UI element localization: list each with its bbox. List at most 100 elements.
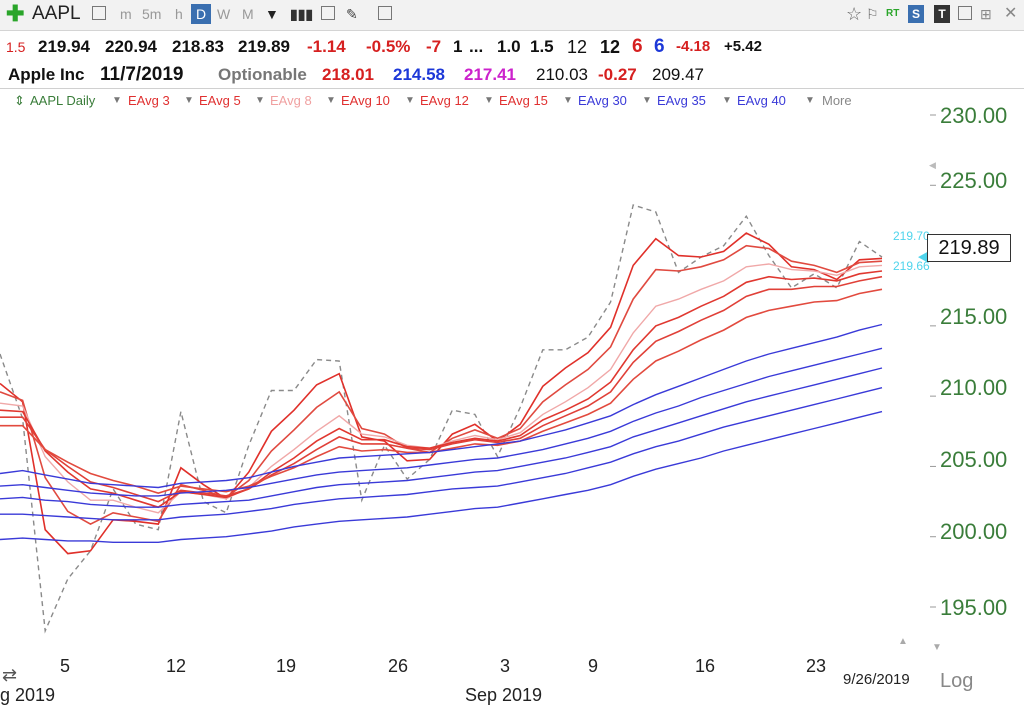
star-icon[interactable]: ☆	[846, 4, 863, 24]
chevron-down-icon[interactable]: ▼	[184, 95, 194, 106]
indicator-legend: ⇕ AAPL Daily ▼ EAvg 3 ▼ EAvg 5 ▼ EAvg 8 …	[0, 90, 930, 112]
y-tick-label: 210.00	[940, 375, 1008, 400]
legend-expand-icon[interactable]: ⇕	[14, 93, 25, 108]
quote-value: 1.0	[497, 37, 521, 56]
quote-value: 12	[567, 37, 588, 57]
y-tick-label: 195.00	[940, 595, 1008, 620]
legend-item[interactable]: EAvg 40	[737, 93, 786, 108]
legend-item[interactable]: EAvg 3	[128, 93, 170, 108]
interval-5m[interactable]: 5m	[142, 6, 162, 22]
chevron-down-icon[interactable]: ▼	[255, 95, 265, 106]
price-series-line[interactable]	[0, 204, 883, 634]
ema-series-line-3[interactable]	[0, 263, 883, 514]
rt-badge[interactable]: RT	[886, 8, 900, 19]
refresh-icon[interactable]: ⇄	[2, 665, 18, 685]
quote-value: +5.42	[724, 38, 762, 55]
last-price-marker	[918, 252, 927, 263]
add-icon[interactable]: ✚	[6, 1, 25, 26]
legend-item[interactable]: EAvg 30	[578, 93, 627, 108]
last-price-box: 219.89	[927, 234, 1011, 262]
ema-series-line-8[interactable]	[0, 347, 883, 497]
legend-item[interactable]: EAvg 15	[499, 93, 548, 108]
pin-icon[interactable]: ⊞	[980, 6, 992, 22]
chevron-down-icon[interactable]: ▼	[722, 95, 732, 106]
chevron-down-icon[interactable]: ▼	[563, 95, 573, 106]
quote-value: -7	[426, 37, 442, 56]
quote-value: ...	[469, 37, 484, 56]
quote-value: 1	[453, 37, 463, 56]
ema-series-line-6[interactable]	[0, 288, 883, 494]
y-tick-label: 230.00	[940, 103, 1008, 128]
y-tick-label: 215.00	[940, 304, 1008, 329]
chevron-down-icon[interactable]: ▼	[405, 95, 415, 106]
x-tick-label: 19	[276, 656, 297, 676]
quote-value: 214.58	[393, 65, 445, 84]
interval-w[interactable]: W	[217, 6, 231, 22]
ema-marker-label: 219.70	[893, 229, 930, 243]
pencil-icon[interactable]: ✎	[346, 6, 358, 22]
y-tick-label: 225.00	[940, 168, 1008, 193]
x-month-label: Sep 2019	[465, 685, 543, 705]
quote-row-1: 1.5 219.94 220.94 218.83 219.89 -1.14 -0…	[0, 34, 1024, 60]
interval-d[interactable]: D	[191, 4, 211, 24]
chevron-down-icon[interactable]: ▼	[642, 95, 652, 106]
chevron-down-icon[interactable]: ▼	[112, 95, 122, 106]
interval-m-monthly[interactable]: M	[242, 6, 254, 22]
symbol-field[interactable]: AAPL	[32, 3, 81, 24]
t-badge[interactable]: T	[934, 5, 950, 23]
x-tick-label: 9	[588, 656, 599, 676]
bar-chart-icon[interactable]: ▮▮▮	[290, 6, 314, 22]
x-tick-label: 5	[60, 656, 71, 676]
legend-item[interactable]: EAvg 35	[657, 93, 706, 108]
y-tick-label: 205.00	[940, 447, 1008, 472]
grid-icon[interactable]	[321, 6, 335, 20]
interval-m[interactable]: m	[120, 6, 132, 22]
ema-series-line-7[interactable]	[0, 323, 883, 489]
chevron-down-icon[interactable]: ▼	[805, 95, 815, 106]
quote-value: 209.47	[652, 65, 704, 84]
legend-item[interactable]: EAvg 8	[270, 93, 312, 108]
quote-value: 210.03	[536, 65, 588, 84]
legend-item[interactable]: EAvg 10	[341, 93, 390, 108]
print-icon[interactable]	[92, 6, 106, 20]
quote-value: 6	[632, 36, 643, 57]
quote-value: 219.94	[38, 37, 90, 56]
chevron-down-icon[interactable]: ▼	[265, 6, 279, 22]
chevron-down-icon[interactable]: ▼	[484, 95, 494, 106]
chevron-down-icon[interactable]: ▼	[326, 95, 336, 106]
scroll-up-icon[interactable]: ▲	[898, 636, 908, 647]
quote-value: -0.5%	[366, 37, 411, 56]
quote-value: 12	[600, 37, 621, 57]
ema-series-line-9[interactable]	[0, 367, 883, 508]
legend-item[interactable]: AAPL Daily	[30, 93, 96, 108]
s-badge[interactable]: S	[908, 5, 924, 23]
chart-toolbar: ✚ AAPL m 5m h D W M ▼ ▮▮▮ ✎ ☆ ⚐ RT S T ⊞…	[0, 0, 1024, 31]
quote-value: 218.01	[322, 65, 374, 84]
axis-arrow-icon[interactable]: ◀	[929, 160, 936, 170]
legend-item[interactable]: EAvg 12	[420, 93, 469, 108]
ema-series-line-2[interactable]	[0, 244, 883, 526]
optionable-label: Optionable	[218, 65, 307, 84]
ema-series-line-5[interactable]	[0, 275, 883, 503]
ema-series-line-4[interactable]	[0, 270, 883, 509]
note-icon[interactable]	[378, 6, 392, 20]
cursor-date: 9/26/2019	[843, 671, 910, 688]
quote-value: 217.41	[464, 65, 516, 84]
log-scale-toggle[interactable]: Log	[940, 670, 974, 692]
legend-more-link[interactable]: More	[822, 93, 852, 108]
interval-h[interactable]: h	[175, 6, 183, 22]
scroll-down-icon[interactable]: ▼	[932, 642, 942, 653]
ema-series-line-10[interactable]	[0, 387, 883, 521]
quote-value: 1.5	[530, 37, 554, 56]
quote-value: 6	[654, 36, 665, 57]
flag-icon[interactable]: ⚐	[866, 6, 879, 22]
quote-value: 218.83	[172, 37, 224, 56]
chart-area[interactable]	[0, 88, 1024, 712]
quote-value: -0.27	[598, 65, 637, 84]
quote-row-2: Apple Inc 11/7/2019 Optionable 218.01 21…	[0, 62, 1024, 88]
legend-item[interactable]: EAvg 5	[199, 93, 241, 108]
close-icon[interactable]: ✕	[1004, 5, 1018, 22]
maximize-icon[interactable]	[958, 6, 972, 20]
ema-series-line-11[interactable]	[0, 410, 883, 543]
